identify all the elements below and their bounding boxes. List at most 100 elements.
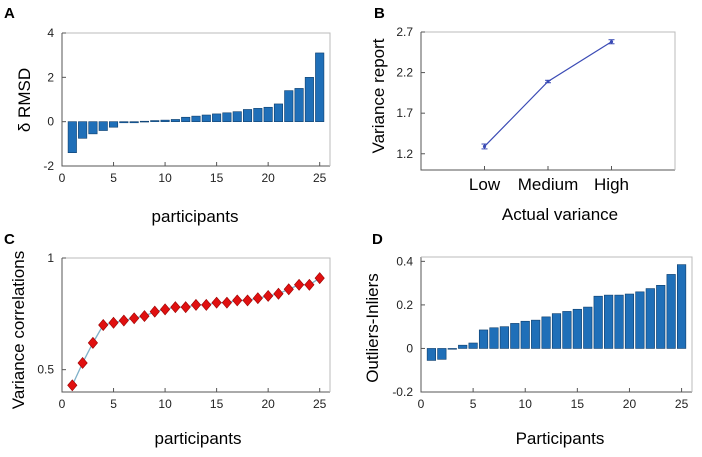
panel-a-bar [201, 114, 211, 122]
panel-d-bar [604, 294, 614, 349]
panel-a-ytick-label: 2 [47, 70, 54, 84]
panel-c-point [139, 310, 150, 323]
panel-c-point [170, 301, 181, 314]
panel-d-bar [531, 319, 541, 349]
panel-c-point [273, 287, 284, 300]
panel-a-xtick-label: 0 [59, 171, 66, 185]
panel-c-xtick-label: 20 [261, 397, 275, 411]
panel-d-bar [645, 288, 655, 349]
panel-a-xtick-label: 25 [313, 171, 327, 185]
panel-d-bar [426, 348, 436, 361]
panel-a-bar [263, 106, 273, 122]
panel-c-point [232, 294, 243, 307]
panel-d-ytick-label: 0.2 [396, 298, 413, 312]
panel-a-bar [78, 121, 88, 139]
panel-d-marks: 0 5 10 15 20 25 -0.2 0 0.2 0.4 [392, 254, 693, 411]
panel-a-bar [191, 115, 201, 122]
panel-a-box [62, 32, 331, 166]
panel-a-bar [88, 121, 98, 135]
panel-d: D Participants Outliers-Inliers 0 5 10 15 20… [363, 231, 693, 448]
panel-d-box [421, 256, 693, 392]
panel-d-bar [499, 326, 509, 349]
panel-a-bar [243, 109, 253, 122]
panel-d-xtick-label: 15 [571, 397, 585, 411]
panel-b-point [609, 40, 614, 44]
panel-c-ylabel: Variance correlations [9, 251, 28, 409]
panel-c-xtick-label: 25 [313, 397, 327, 411]
panel-d-xtick-label: 10 [519, 397, 533, 411]
panel-d-bar [624, 293, 635, 349]
panel-c-xtick-label: 10 [158, 397, 172, 411]
panel-b: B Actual variance Variance report Low Med… [369, 5, 676, 224]
panel-a-xtick-label: 15 [210, 171, 224, 185]
panel-d-bar [562, 311, 572, 349]
panel-d-letter: D [372, 231, 383, 248]
panel-d-bar [437, 348, 447, 360]
panel-b-axes [420, 32, 675, 171]
panel-a-bar [98, 121, 108, 131]
panel-c-point [314, 272, 325, 285]
panel-c-marks: 0 5 10 15 20 25 0.5 1 [37, 251, 331, 411]
panel-c-xtick-label: 15 [210, 397, 224, 411]
panel-a-bar [67, 121, 77, 153]
panel-d-bar [572, 308, 582, 349]
panel-d-ytick-label: 0.4 [396, 254, 413, 268]
panel-d-bar [677, 264, 687, 349]
panel-b-series-line [484, 41, 612, 147]
panel-a-ylabel: δ RMSD [15, 68, 34, 132]
panel-c-point [242, 294, 253, 307]
panel-a-bar [232, 111, 242, 122]
panel-b-ytick-label: 2.2 [396, 66, 413, 80]
panel-c-xtick-label: 0 [59, 397, 66, 411]
panel-d-bar [583, 306, 593, 349]
panel-c-point [108, 316, 119, 329]
panel-b-letter: B [374, 5, 385, 22]
panel-a-bar [253, 108, 263, 122]
panel-b-xtick-label: Low [469, 175, 501, 194]
panel-a-xtick-label: 10 [158, 171, 172, 185]
panel-a-marks: 0 5 10 15 20 25 -2 0 2 4 [43, 26, 331, 185]
panel-a-ytick-label: -2 [43, 159, 54, 173]
panel-b-ytick-label: 1.2 [396, 147, 413, 161]
panel-a-bar [109, 121, 119, 128]
panel-a-letter: A [4, 5, 15, 22]
panel-b-ytick-label: 1.7 [396, 106, 413, 120]
panel-a-bar [222, 112, 232, 122]
panel-c-xlabel: participants [155, 429, 242, 448]
panel-c-point [304, 278, 315, 291]
panel-a-bar [315, 52, 325, 122]
panel-c-point [180, 301, 191, 314]
panel-b-xtick-label: High [594, 175, 629, 194]
panel-d-bar [447, 348, 457, 350]
panel-a-xlabel: participants [152, 207, 239, 226]
panel-c-box [62, 257, 331, 392]
panel-c-point [283, 283, 294, 296]
panel-d-bar [635, 291, 645, 349]
panel-c: C participants Variance correlations 0 5 1… [4, 231, 331, 448]
panel-d-bar [541, 316, 551, 349]
panel-c-letter: C [4, 231, 15, 248]
panel-c-point [211, 296, 222, 309]
panel-c-point [201, 298, 212, 311]
panel-a-bar [129, 121, 139, 124]
panel-a-bar [150, 120, 160, 122]
panel-a-xtick-label: 5 [110, 171, 117, 185]
panel-d-bar [614, 294, 624, 349]
panel-b-ylabel: Variance report [369, 38, 388, 153]
panel-a-bar [294, 88, 304, 122]
panel-c-point [129, 312, 140, 325]
panel-a-ytick-label: 4 [47, 26, 54, 40]
panel-d-bar [458, 344, 468, 349]
panel-c-point [87, 336, 98, 349]
panel-a-bar [160, 119, 170, 122]
panel-d-xtick-label: 20 [623, 397, 637, 411]
panel-d-bar [468, 342, 478, 349]
panel-d-bar [520, 320, 530, 349]
panel-c-ytick-label: 0.5 [37, 363, 54, 377]
panel-c-point [77, 357, 88, 369]
panel-c-point [263, 290, 274, 302]
panel-c-xtick-label: 5 [110, 397, 117, 411]
panel-a-bar [273, 103, 283, 122]
panel-d-bar [510, 323, 520, 349]
